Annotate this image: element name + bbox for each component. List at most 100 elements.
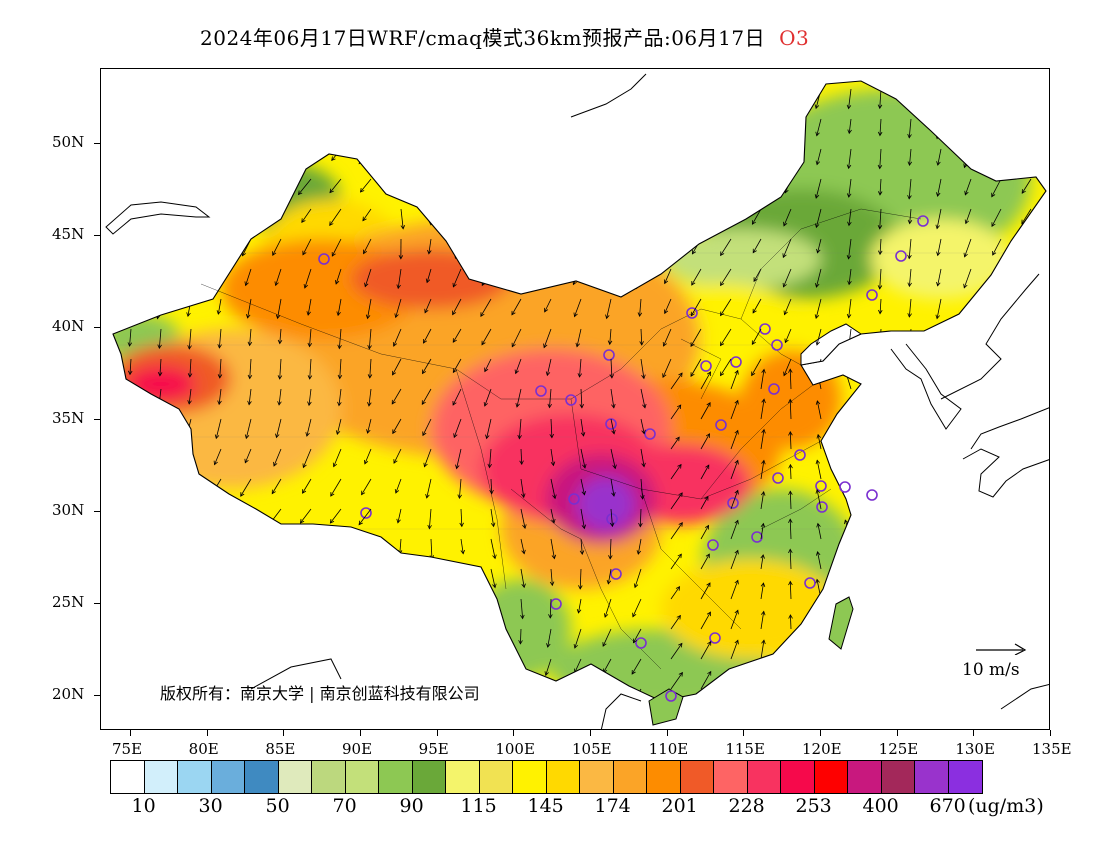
lon-label: 110E <box>648 740 689 758</box>
wind-arrowhead <box>1020 371 1025 377</box>
city-marker <box>644 428 656 440</box>
wind-vector <box>188 328 192 349</box>
wind-vector <box>875 464 882 480</box>
coastline-japan <box>970 407 1049 450</box>
wind-arrowhead <box>431 584 436 590</box>
wind-arrowhead <box>540 282 545 288</box>
wind-vector <box>123 448 132 466</box>
wind-arrowhead <box>1035 611 1040 617</box>
legend-value: 90 <box>399 795 424 817</box>
legend-value: 253 <box>795 795 832 817</box>
wind-arrowhead <box>1020 280 1025 286</box>
wind-arrowhead <box>991 192 996 198</box>
wind-vector <box>906 430 912 450</box>
wind-vector <box>993 298 1002 313</box>
wind-vector <box>280 719 281 730</box>
wind-arrowhead <box>612 464 617 470</box>
wind-arrowhead <box>244 639 249 645</box>
wind-arrowhead <box>361 490 366 496</box>
wind-arrowhead <box>631 670 636 675</box>
wind-arrowhead <box>152 99 158 105</box>
wind-arrowhead <box>521 493 526 499</box>
wind-arrowhead <box>706 582 711 587</box>
wind-arrowhead <box>277 401 282 406</box>
wind-vector <box>189 358 192 377</box>
wind-vector <box>423 328 432 344</box>
wind-vector <box>400 208 404 229</box>
wind-vector <box>237 538 252 555</box>
wind-arrowhead <box>637 312 643 317</box>
wind-vector <box>1030 612 1040 630</box>
lon-tick <box>283 730 285 736</box>
wind-arrowhead <box>937 431 943 437</box>
color-legend <box>110 760 983 794</box>
wind-vector <box>939 613 942 630</box>
wind-vector <box>490 88 495 106</box>
forecast-map[interactable] <box>100 68 1050 730</box>
wind-vector <box>130 719 131 730</box>
wind-vector <box>816 328 822 346</box>
wind-arrowhead <box>460 549 465 555</box>
city-marker <box>686 307 698 319</box>
wind-arrowhead <box>1022 158 1027 164</box>
wind-vector <box>1000 580 1008 600</box>
wind-arrowhead <box>272 251 277 256</box>
wind-arrowhead <box>1036 400 1041 406</box>
lon-label: 120E <box>802 740 842 758</box>
wind-vector <box>400 568 403 585</box>
wind-vector <box>790 614 792 630</box>
wind-vector <box>670 672 683 690</box>
wind-vector <box>211 538 222 551</box>
wind-vector <box>633 628 642 643</box>
wind-vector <box>275 268 282 286</box>
wind-arrowhead <box>907 282 912 288</box>
wind-vector <box>543 178 552 196</box>
wind-vector <box>690 298 702 316</box>
wind-arrowhead <box>878 369 883 374</box>
wind-arrowhead <box>268 580 273 586</box>
wind-vector <box>212 238 222 255</box>
wind-vector <box>939 522 942 540</box>
wind-arrowhead <box>240 129 245 135</box>
wind-vector <box>490 538 496 559</box>
wind-vector <box>338 328 342 349</box>
wind-arrowhead <box>364 638 369 644</box>
wind-vector <box>936 208 942 229</box>
wind-vector <box>905 579 912 600</box>
lat-label: 20N <box>52 685 85 703</box>
wind-arrowhead <box>690 372 695 377</box>
wind-arrowhead <box>815 459 821 465</box>
wind-vector <box>970 400 974 420</box>
wind-vector <box>720 208 732 226</box>
wind-arrowhead <box>272 608 277 614</box>
wind-vector <box>400 178 406 199</box>
wind-arrowhead <box>601 702 604 706</box>
coastline-sea <box>1000 683 1049 710</box>
wind-vector <box>238 148 252 164</box>
wind-arrowhead <box>734 429 739 435</box>
wind-arrowhead <box>214 674 220 680</box>
wind-vector <box>607 568 612 584</box>
legend-swatch <box>211 761 245 793</box>
wind-arrowhead <box>329 579 334 585</box>
wind-vector <box>784 148 792 165</box>
wind-vector <box>730 610 739 630</box>
wind-vector <box>816 400 822 420</box>
wind-vector <box>452 328 462 343</box>
wind-arrowhead <box>963 252 968 258</box>
wind-arrowhead <box>904 519 910 524</box>
wind-vector <box>426 478 432 499</box>
wind-arrowhead <box>299 158 304 164</box>
wind-arrowhead <box>125 670 130 676</box>
wind-arrowhead <box>275 433 280 439</box>
wind-vector <box>634 88 642 105</box>
wind-vector <box>148 178 162 194</box>
wind-arrowhead <box>153 248 158 254</box>
wind-arrowhead <box>154 282 159 288</box>
wind-vector <box>879 148 882 169</box>
wind-vector <box>816 118 822 136</box>
wind-arrowhead <box>241 101 246 107</box>
wind-vector <box>428 238 432 254</box>
wind-vector <box>272 238 282 256</box>
wind-arrowhead <box>1021 250 1026 255</box>
